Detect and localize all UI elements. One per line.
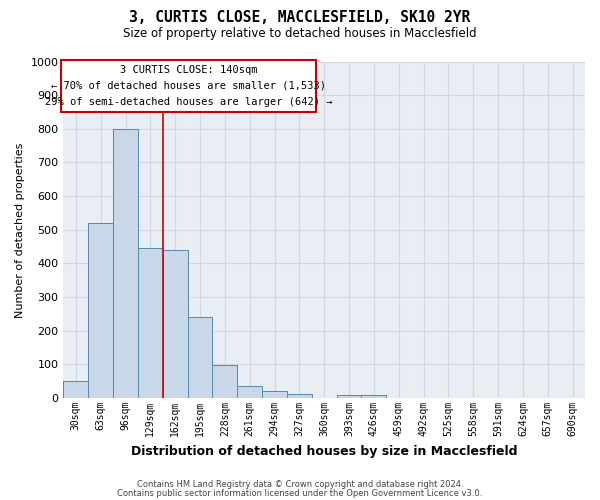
Bar: [237, 386, 262, 398]
Y-axis label: Number of detached properties: Number of detached properties: [15, 142, 25, 318]
Text: 3, CURTIS CLOSE, MACCLESFIELD, SK10 2YR: 3, CURTIS CLOSE, MACCLESFIELD, SK10 2YR: [130, 10, 470, 25]
Bar: [113, 129, 138, 398]
Bar: [212, 366, 237, 398]
Bar: [287, 394, 312, 398]
Text: 29% of semi-detached houses are larger (642) →: 29% of semi-detached houses are larger (…: [45, 96, 332, 106]
Bar: [337, 396, 361, 398]
Bar: [138, 248, 163, 398]
Bar: [361, 395, 386, 398]
Text: Contains HM Land Registry data © Crown copyright and database right 2024.: Contains HM Land Registry data © Crown c…: [137, 480, 463, 489]
Bar: [64, 381, 88, 398]
FancyBboxPatch shape: [61, 60, 316, 112]
Text: 3 CURTIS CLOSE: 140sqm: 3 CURTIS CLOSE: 140sqm: [120, 66, 257, 76]
Text: Contains public sector information licensed under the Open Government Licence v3: Contains public sector information licen…: [118, 490, 482, 498]
X-axis label: Distribution of detached houses by size in Macclesfield: Distribution of detached houses by size …: [131, 444, 517, 458]
Text: Size of property relative to detached houses in Macclesfield: Size of property relative to detached ho…: [123, 28, 477, 40]
Text: ← 70% of detached houses are smaller (1,533): ← 70% of detached houses are smaller (1,…: [51, 81, 326, 91]
Bar: [262, 392, 287, 398]
Bar: [163, 250, 188, 398]
Bar: [88, 223, 113, 398]
Bar: [188, 318, 212, 398]
